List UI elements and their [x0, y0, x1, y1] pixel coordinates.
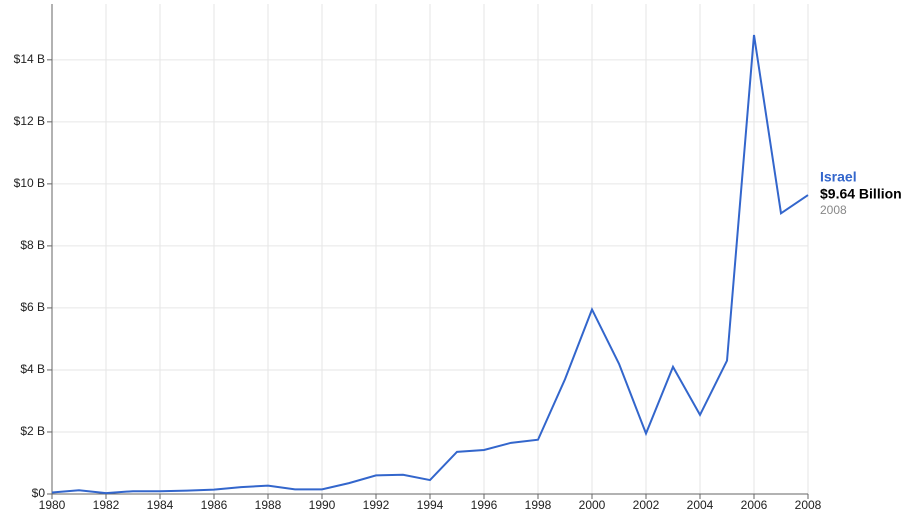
- x-tick-label: 1992: [363, 498, 390, 512]
- x-tick-label: 2000: [579, 498, 606, 512]
- x-tick-label: 2008: [795, 498, 822, 512]
- value-label: $9.64 Billion: [820, 186, 902, 202]
- y-tick-label: $0: [32, 486, 46, 500]
- x-tick-label: 1994: [417, 498, 444, 512]
- x-tick-label: 2006: [741, 498, 768, 512]
- series-name: Israel: [820, 169, 857, 185]
- x-tick-label: 1996: [471, 498, 498, 512]
- x-tick-label: 1984: [147, 498, 174, 512]
- x-value-label: 2008: [820, 203, 847, 217]
- x-tick-label: 2002: [633, 498, 660, 512]
- y-tick-label: $12 B: [14, 114, 45, 128]
- x-tick-label: 1988: [255, 498, 282, 512]
- y-tick-label: $4 B: [20, 362, 45, 376]
- x-tick-label: 1990: [309, 498, 336, 512]
- x-tick-label: 1986: [201, 498, 228, 512]
- x-tick-label: 2004: [687, 498, 714, 512]
- series-line: [51, 34, 809, 495]
- y-tick-label: $2 B: [20, 424, 45, 438]
- y-tick-label: $10 B: [14, 176, 45, 190]
- x-tick-label: 1982: [93, 498, 120, 512]
- y-tick-label: $6 B: [20, 300, 45, 314]
- x-tick-label: 1998: [525, 498, 552, 512]
- y-tick-label: $14 B: [14, 52, 45, 66]
- y-tick-label: $8 B: [20, 238, 45, 252]
- x-tick-label: 1980: [39, 498, 66, 512]
